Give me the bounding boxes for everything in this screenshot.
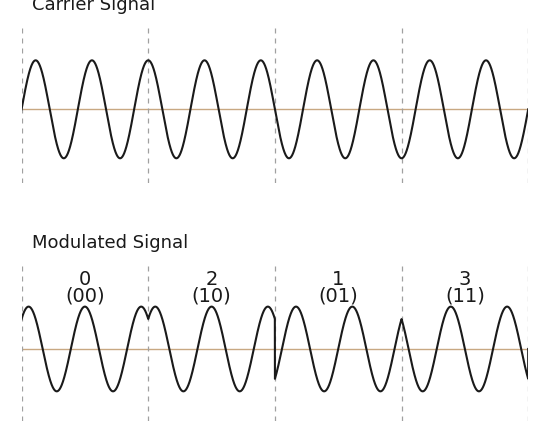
Text: Carrier Signal: Carrier Signal (32, 0, 155, 13)
Text: 1: 1 (332, 270, 344, 289)
Text: (01): (01) (319, 286, 358, 306)
Text: (11): (11) (445, 286, 485, 306)
Text: 3: 3 (459, 270, 471, 289)
Text: 0: 0 (79, 270, 91, 289)
Text: (00): (00) (65, 286, 105, 306)
Text: Modulated Signal: Modulated Signal (32, 234, 188, 252)
Text: 2: 2 (205, 270, 218, 289)
Text: (10): (10) (192, 286, 231, 306)
